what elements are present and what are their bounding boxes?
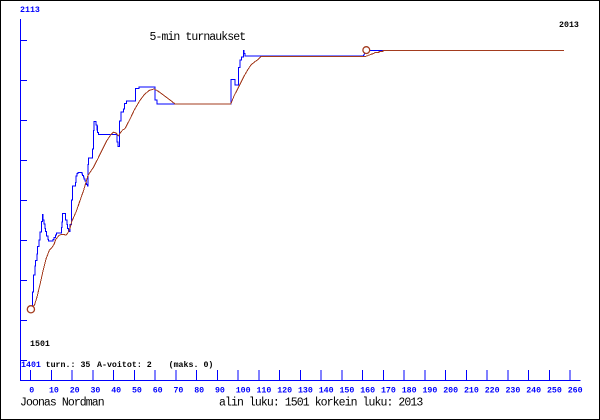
svg-text:190: 190 (422, 387, 437, 396)
svg-text:1501: 1501 (30, 340, 50, 349)
svg-text:130: 130 (298, 387, 313, 396)
svg-text:250: 250 (547, 387, 562, 396)
svg-text:120: 120 (277, 387, 292, 396)
svg-text:80: 80 (194, 387, 204, 396)
svg-text:180: 180 (402, 387, 417, 396)
svg-text:5-min turnaukset: 5-min turnaukset (150, 31, 246, 44)
svg-text:20: 20 (70, 387, 80, 396)
svg-text:alin luku: 1501 korkein luku:: alin luku: 1501 korkein luku: 2013 (219, 397, 423, 410)
svg-text:220: 220 (485, 387, 500, 396)
svg-text:A-voitot: 2: A-voitot: 2 (97, 360, 152, 370)
svg-text:50: 50 (132, 387, 142, 396)
svg-text:170: 170 (381, 387, 396, 396)
svg-text:150: 150 (339, 387, 354, 396)
svg-text:2013: 2013 (559, 21, 579, 30)
svg-text:60: 60 (153, 387, 163, 396)
svg-text:230: 230 (505, 387, 520, 396)
svg-text:240: 240 (526, 387, 541, 396)
svg-text:40: 40 (111, 387, 121, 396)
svg-text:140: 140 (319, 387, 334, 396)
svg-text:2113: 2113 (20, 6, 40, 15)
svg-text:110: 110 (256, 387, 271, 396)
svg-text:90: 90 (215, 387, 225, 396)
svg-text:(maks. 0): (maks. 0) (169, 360, 214, 370)
svg-text:260: 260 (568, 387, 583, 396)
svg-text:Joonas Nordman: Joonas Nordman (20, 397, 104, 410)
svg-text:30: 30 (90, 387, 100, 396)
svg-text:70: 70 (173, 387, 183, 396)
svg-text:turn.: 35: turn.: 35 (46, 361, 91, 370)
svg-text:210: 210 (464, 387, 479, 396)
svg-text:200: 200 (443, 387, 458, 396)
svg-text:100: 100 (236, 387, 251, 396)
svg-text:0: 0 (29, 387, 34, 396)
svg-text:1401: 1401 (21, 361, 41, 370)
svg-text:160: 160 (360, 387, 375, 396)
svg-text:10: 10 (49, 387, 59, 396)
